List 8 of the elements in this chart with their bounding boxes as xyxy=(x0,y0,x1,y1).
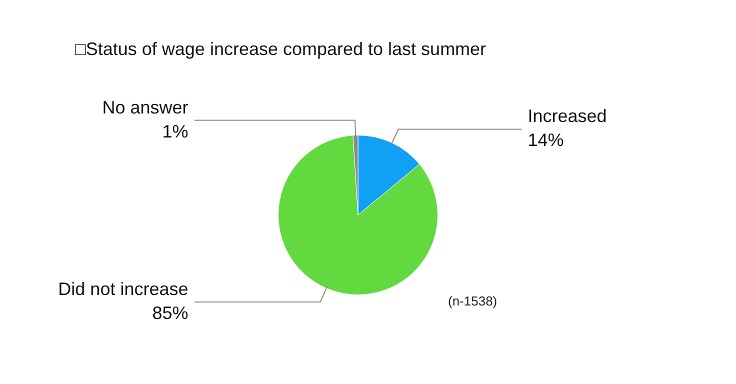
text: (n-1538) xyxy=(448,294,498,309)
chart-title: □Status of wage increase compared to last summer xyxy=(75,38,486,59)
slice-label: Did not increase xyxy=(58,278,188,299)
data-label: 85% xyxy=(152,302,188,323)
slice-label: Increased xyxy=(528,106,607,126)
data-label: 14% xyxy=(528,130,564,150)
data-label: 1% xyxy=(162,121,188,142)
slice-label: No answer xyxy=(102,97,188,118)
